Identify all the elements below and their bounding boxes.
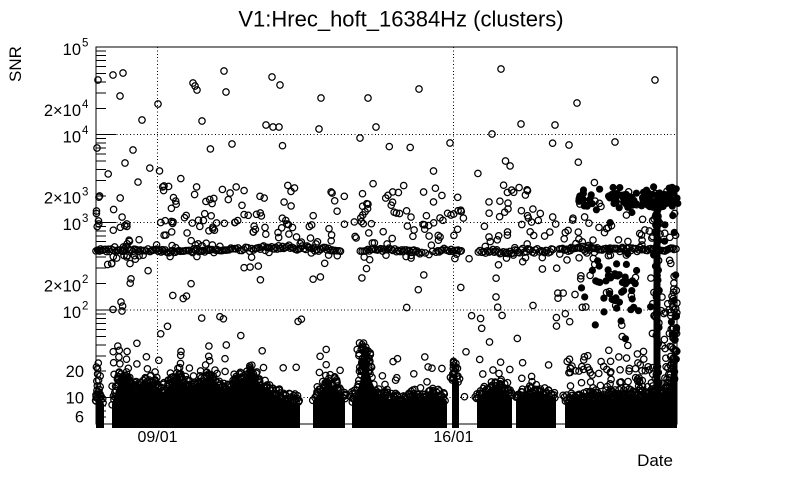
svg-text:10: 10 <box>63 41 81 59</box>
svg-text:4: 4 <box>82 125 89 137</box>
svg-text:3: 3 <box>82 213 88 225</box>
svg-text:10: 10 <box>63 304 81 322</box>
svg-text:2: 2 <box>82 274 88 286</box>
svg-text:10: 10 <box>63 216 81 234</box>
svg-text:10: 10 <box>66 389 84 407</box>
svg-text:V1:Hrec_hoft_16384Hz (clusters: V1:Hrec_hoft_16384Hz (clusters) <box>238 7 563 32</box>
svg-text:2×10: 2×10 <box>44 190 81 208</box>
svg-text:6: 6 <box>75 409 84 427</box>
svg-text:2×10: 2×10 <box>44 102 81 120</box>
svg-text:20: 20 <box>66 363 84 381</box>
svg-text:5: 5 <box>82 38 88 50</box>
svg-text:10: 10 <box>63 129 81 147</box>
svg-text:Date: Date <box>637 451 673 470</box>
svg-text:2×10: 2×10 <box>44 277 81 295</box>
svg-text:SNR: SNR <box>6 46 25 82</box>
svg-text:3: 3 <box>82 186 88 198</box>
svg-text:16/01: 16/01 <box>433 429 473 446</box>
svg-text:2: 2 <box>82 301 88 313</box>
svg-text:4: 4 <box>82 99 89 111</box>
svg-text:09/01: 09/01 <box>137 429 177 446</box>
